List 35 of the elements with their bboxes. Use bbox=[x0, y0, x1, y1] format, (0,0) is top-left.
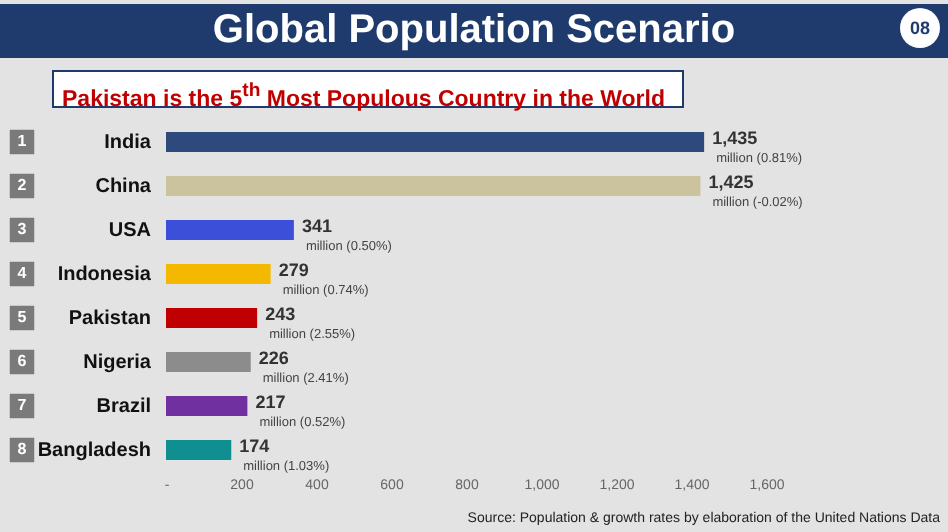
text: 8 bbox=[17, 440, 28, 458]
bar bbox=[166, 352, 251, 372]
bar bbox=[166, 176, 701, 196]
bar bbox=[166, 132, 705, 152]
bar bbox=[166, 220, 294, 240]
text: 5 bbox=[17, 308, 28, 326]
text: 6 bbox=[17, 352, 28, 370]
data-label: 279 bbox=[278, 260, 309, 280]
data-label: 217 bbox=[255, 392, 286, 412]
data-label: 341 bbox=[301, 216, 332, 236]
y-tick-label: Indonesia bbox=[57, 264, 152, 286]
bar bbox=[166, 396, 248, 416]
data-label: 1,435 bbox=[712, 128, 758, 148]
data-label: 1,425 bbox=[708, 172, 754, 192]
y-tick-label: Brazil bbox=[96, 396, 152, 418]
y-tick-label: China bbox=[95, 176, 152, 198]
text: 2 bbox=[17, 176, 28, 194]
y-tick-label: Pakistan bbox=[68, 308, 151, 330]
y-tick-label: Nigeria bbox=[83, 352, 152, 374]
chart-title: Global Population Scenario bbox=[212, 8, 736, 52]
bar bbox=[166, 308, 258, 328]
data-label: 226 bbox=[258, 348, 289, 368]
text: 4 bbox=[17, 264, 28, 282]
data-label: 243 bbox=[265, 304, 296, 324]
text: 7 bbox=[17, 396, 28, 414]
y-tick-label: USA bbox=[108, 220, 151, 242]
bar bbox=[166, 264, 271, 284]
text: 08 bbox=[900, 8, 940, 48]
text: 3 bbox=[17, 220, 28, 238]
data-label: 174 bbox=[239, 436, 270, 456]
text: 1 bbox=[17, 132, 28, 150]
chart-subtitle: Pakistan is the 5$^{th}$ Most Populous Country in the World bbox=[52, 70, 684, 112]
bar bbox=[166, 440, 232, 460]
y-tick-label: Bangladesh bbox=[37, 440, 151, 462]
y-tick-label: India bbox=[104, 132, 152, 154]
